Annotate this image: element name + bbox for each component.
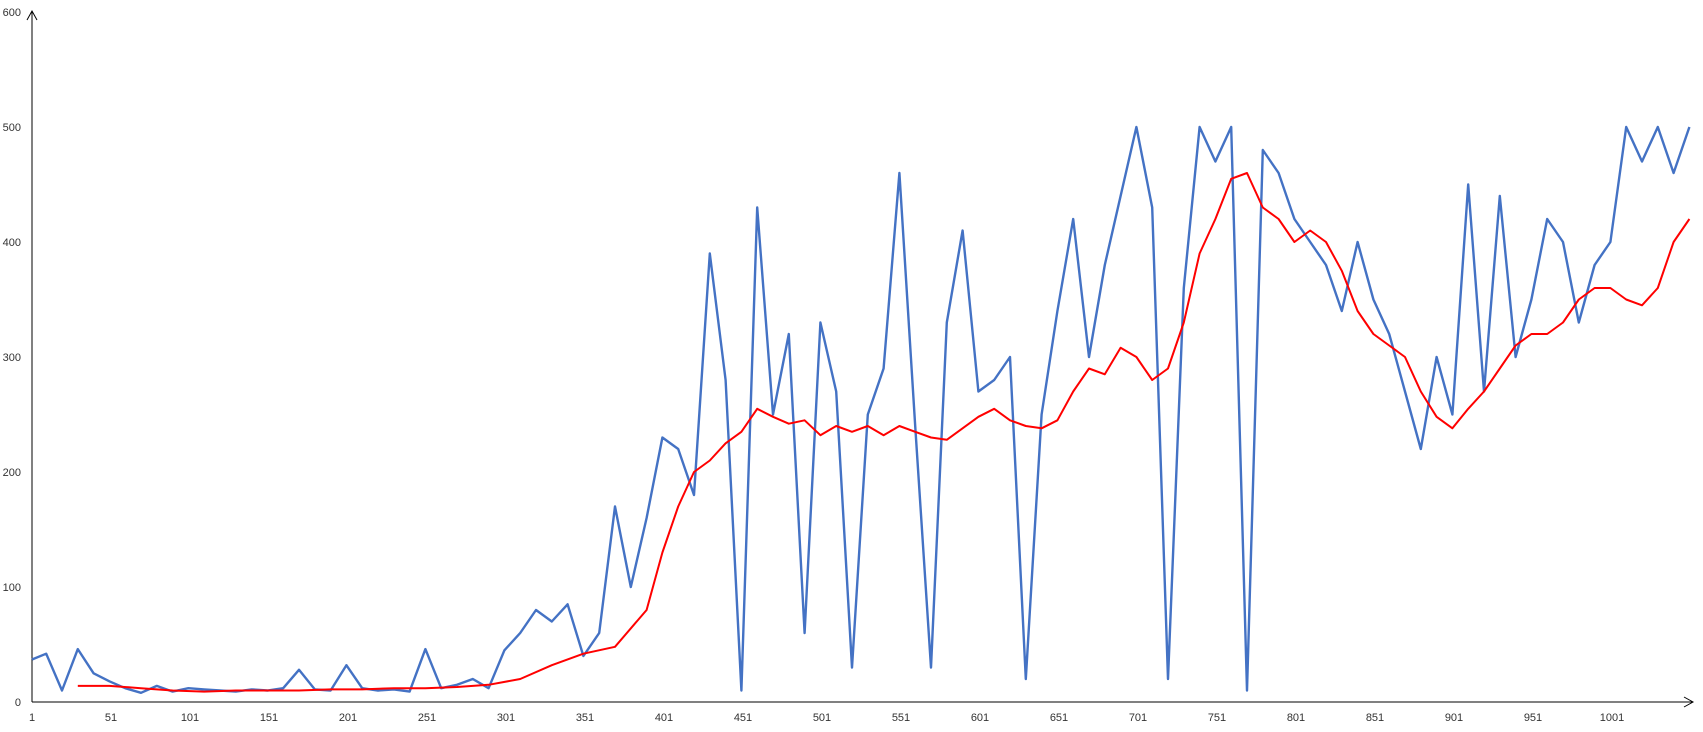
x-tick-label: 151: [260, 712, 278, 724]
series-lines: [31, 125, 1691, 694]
y-tick-label: 600: [3, 7, 21, 19]
raw-series-line: [31, 125, 1691, 694]
x-tick-label: 301: [497, 712, 515, 724]
x-tick-label: 651: [1050, 712, 1068, 724]
x-tick-label: 501: [813, 712, 831, 724]
x-axis-arrow-icon: [1683, 696, 1695, 708]
x-tick-label: 201: [339, 712, 357, 724]
x-tick-label: 801: [1287, 712, 1305, 724]
x-tick-label: 351: [576, 712, 594, 724]
y-tick-label: 0: [15, 697, 21, 709]
x-tick-label: 901: [1445, 712, 1463, 724]
x-tick-label: 451: [734, 712, 752, 724]
y-axis-arrow-icon: [26, 9, 38, 21]
x-tick-label: 601: [971, 712, 989, 724]
x-tick-label: 1001: [1600, 712, 1624, 724]
y-tick-label: 100: [3, 582, 21, 594]
x-tick-label: 751: [1208, 712, 1226, 724]
smoothed-series-line: [77, 172, 1691, 693]
x-tick-label: 951: [1524, 712, 1542, 724]
x-tick-label: 401: [655, 712, 673, 724]
x-tick-label: 1: [29, 712, 35, 724]
y-tick-label: 300: [3, 352, 21, 364]
y-tick-label: 500: [3, 122, 21, 134]
x-tick-label: 101: [181, 712, 199, 724]
x-tick-label: 551: [892, 712, 910, 724]
x-tick-label: 851: [1366, 712, 1384, 724]
x-tick-label: 51: [105, 712, 117, 724]
y-tick-label: 400: [3, 237, 21, 249]
x-tick-label: 701: [1129, 712, 1147, 724]
x-tick-label: 251: [418, 712, 436, 724]
y-tick-label: 200: [3, 467, 21, 479]
axes: [26, 9, 1695, 708]
